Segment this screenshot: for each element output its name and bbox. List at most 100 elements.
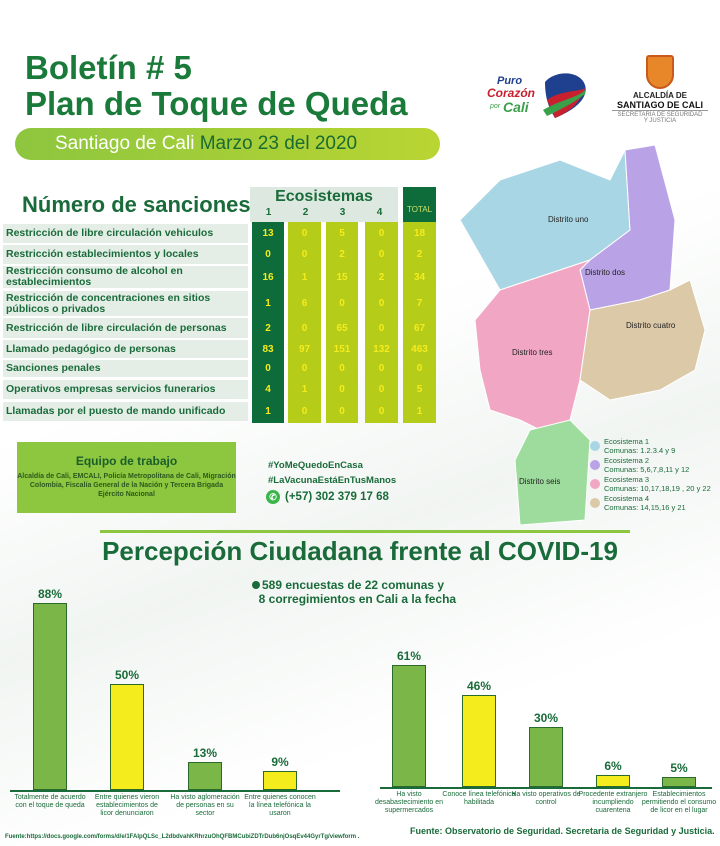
- x-axis: [380, 787, 712, 789]
- legend-name: Ecosistema 2: [604, 456, 650, 465]
- total-header: TOTAL: [403, 187, 436, 222]
- legend-name: Ecosistema 4: [604, 494, 650, 503]
- legend-dot: [590, 460, 600, 470]
- city: Santiago de Cali: [55, 133, 195, 154]
- table-cell: 2: [403, 243, 436, 266]
- table-cell: 1: [403, 400, 436, 423]
- survey-title: Percepción Ciudadana frente al COVID-19: [102, 536, 618, 566]
- table-cell: 18: [403, 222, 436, 245]
- bar: [596, 775, 630, 787]
- bar: [662, 777, 696, 787]
- data-label: 9%: [271, 754, 289, 769]
- legend-text: Ecosistema 3 Comunas: 10,17,18,19 , 20 y …: [604, 475, 711, 493]
- page-title: Boletín # 5 Plan de Toque de Queda: [25, 50, 408, 122]
- table-cell: 0: [365, 222, 398, 245]
- hashtag: #YoMeQuedoEnCasa: [268, 460, 363, 471]
- row-label: Restricción consumo de alcohol en establ…: [3, 266, 248, 288]
- district-label: Distrito dos: [585, 268, 625, 277]
- subtitle-line: 589 encuestas de 22 comunas y: [262, 578, 445, 592]
- phone: ✆ (+57) 302 379 17 68: [266, 490, 389, 504]
- source-left: Fuente:https://docs.google.com/forms/d/e…: [5, 834, 360, 840]
- alcaldia-logo: ALCALDÍA DE SANTIAGO DE CALI SECRETARÍA …: [600, 55, 720, 125]
- table-cell: 0: [288, 222, 321, 245]
- legend-comunas: Comunas: 5,6,7,8,11 y 12: [604, 465, 690, 474]
- table-cell: 132: [365, 338, 398, 360]
- category-label: Conoce línea telefónica habilitada: [442, 791, 516, 806]
- table-cell: 151: [326, 338, 358, 360]
- district-cuatro: [579, 279, 706, 401]
- table-cell: 0: [365, 400, 398, 423]
- category-label: Totalmente de acuerdo con el toque de qu…: [14, 794, 86, 809]
- table-cell: 0: [365, 316, 398, 340]
- logo-text: Puro: [497, 75, 522, 87]
- row-label: Restricción de libre circulación de pers…: [3, 318, 248, 338]
- bar: [188, 762, 222, 790]
- legend-item: Ecosistema 1 Comunas: 1.2.3.4 y 9: [590, 437, 711, 455]
- legend-comunas: Comunas: 14,15,16 y 21: [604, 503, 686, 512]
- category-label: Ha visto aglomeración de personas en su …: [170, 794, 240, 817]
- table-cell: 0: [288, 243, 321, 266]
- legend-name: Ecosistema 3: [604, 475, 650, 484]
- data-label: 88%: [37, 587, 63, 602]
- district-label: Distrito cuatro: [626, 321, 676, 330]
- hashtags: #YoMeQuedoEnCasa #LaVacunaEstáEnTusManos: [268, 458, 396, 488]
- col-header: 1: [265, 207, 272, 218]
- equipo-box: Equipo de trabajo Alcaldía de Cali, EMCAL…: [17, 442, 236, 513]
- data-label: 50%: [114, 668, 140, 682]
- table-cell: 0: [288, 358, 321, 379]
- row-label: Sanciones penales: [3, 360, 248, 377]
- data-label: 30%: [533, 711, 559, 725]
- table-cell: 0: [326, 400, 358, 423]
- district-label: Distrito tres: [512, 348, 552, 357]
- survey-subtitle: 589 encuestas de 22 comunas y 8 corregim…: [252, 578, 456, 606]
- col-header: 4: [376, 207, 383, 218]
- table-cell: 0: [326, 358, 358, 379]
- secretaria: SECRETARÍA DE SEGURIDAD Y JUSTICIA: [617, 112, 703, 124]
- legend-comunas: Comunas: 10,17,18,19 , 20 y 22: [604, 484, 711, 493]
- data-label: 46%: [466, 679, 492, 693]
- table-cell: 0: [365, 378, 398, 401]
- row-label: Restricción de libre circulación vehicul…: [3, 224, 248, 243]
- legend-item: Ecosistema 4 Comunas: 14,15,16 y 21: [590, 494, 711, 512]
- table-cell: 97: [288, 338, 321, 360]
- equipo-title: Equipo de trabajo: [75, 454, 178, 468]
- row-label: Restricción establecimientos y locales: [3, 245, 248, 264]
- logo-text: Corazón: [487, 86, 535, 100]
- bar: [392, 665, 426, 787]
- bar: [33, 603, 67, 790]
- table-cell: 1: [252, 289, 284, 318]
- category-label: Establecimientos permitiendo el consumo …: [641, 791, 717, 814]
- table-cell: 0: [326, 289, 358, 318]
- table-cell: 2: [326, 243, 358, 266]
- table-cell: 1: [288, 378, 321, 401]
- data-label: 6%: [604, 759, 622, 773]
- source-right: Fuente: Observatorio de Seguridad. Secre…: [410, 826, 715, 836]
- title-line-2: Plan de Toque de Queda: [25, 85, 408, 122]
- row-label: Llamado pedagógico de personas: [3, 340, 248, 358]
- x-axis: [10, 790, 340, 792]
- title-line-1: Boletín # 5: [25, 49, 192, 86]
- table-cell: 4: [252, 378, 284, 401]
- table-cell: 0: [365, 289, 398, 318]
- table-cell: 0: [403, 358, 436, 379]
- row-label: Operativos empresas servicios funerarios: [3, 380, 248, 399]
- alcaldia-line: SANTIAGO DE CALI: [612, 100, 708, 111]
- table-cell: 1: [288, 264, 321, 290]
- district-label: Distrito uno: [548, 215, 589, 224]
- legend-comunas: Comunas: 1.2.3.4 y 9: [604, 446, 676, 455]
- table-title: Número de sanciones: [22, 192, 251, 217]
- bullet-icon: [252, 581, 260, 589]
- group-header: Ecosistemas: [275, 188, 373, 205]
- map-legend: Ecosistema 1 Comunas: 1.2.3.4 y 9 Ecosiste…: [590, 437, 711, 513]
- equipo-text: Alcaldía de Cali, EMCALI, Policía Metrop…: [17, 473, 236, 498]
- table-cell: 0: [326, 378, 358, 401]
- data-label: 13%: [192, 746, 218, 761]
- logo-text: por: [489, 103, 501, 110]
- table-cell: 15: [326, 264, 358, 290]
- data-label: 61%: [396, 649, 422, 663]
- bar: [462, 695, 496, 787]
- table-cell: 2: [365, 264, 398, 290]
- hashtag: #LaVacunaEstáEnTusManos: [268, 475, 397, 486]
- legend-item: Ecosistema 2 Comunas: 5,6,7,8,11 y 12: [590, 456, 711, 474]
- ecosistemas-header: Ecosistemas 1 2 3 4: [250, 187, 398, 222]
